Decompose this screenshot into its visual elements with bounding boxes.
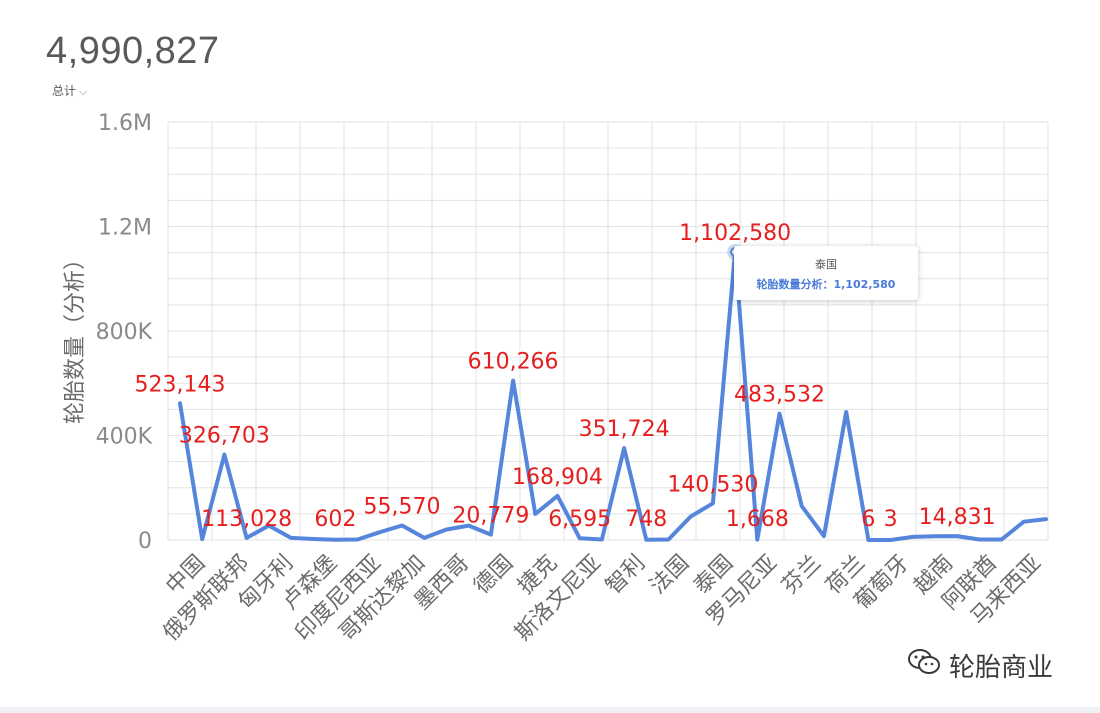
data-label: 140,530 — [667, 472, 758, 497]
series-line — [178, 250, 1048, 542]
data-label: 610,266 — [468, 350, 559, 375]
data-label: 523,143 — [135, 372, 226, 397]
wechat-icon — [907, 648, 941, 683]
data-labels: 523,143 326,703 113,028 602 55,570 20,779 610,… — [135, 221, 996, 532]
y-tick-label: 800K — [96, 320, 153, 345]
chevron-down-icon: ⌵ — [79, 85, 88, 98]
y-axis-ticks: 0 400K 800K 1.2M 1.6M — [96, 111, 153, 554]
watermark-text: 轮胎商业 — [949, 652, 1054, 683]
x-axis-ticks: 中国俄罗斯联邦匈牙利卢森堡印度尼西亚哥斯达黎加墨西哥德国捷克斯洛文尼亚智利法国泰… — [159, 550, 1046, 645]
tooltip-series-label: 轮胎数量分析： — [756, 278, 834, 291]
x-tick-label: 德国 — [469, 550, 518, 599]
data-label: 113,028 — [201, 507, 292, 532]
tooltip-title: 泰国 — [815, 258, 837, 271]
tooltip-value: 1,102,580 — [833, 278, 896, 291]
data-label: 748 — [625, 507, 667, 532]
data-label: 483,532 — [734, 383, 825, 408]
x-tick-label: 芬兰 — [777, 550, 826, 599]
data-label: 1,668 — [726, 507, 789, 532]
y-axis-label: 轮胎数量（分析） — [63, 248, 88, 424]
data-label: 6,595 — [548, 507, 611, 532]
x-tick-label: 法国 — [645, 550, 694, 599]
data-label: 326,703 — [179, 424, 270, 449]
data-label: 6 — [861, 507, 875, 532]
data-label: 351,724 — [579, 417, 670, 442]
data-label: 3 — [884, 507, 898, 532]
data-label: 602 — [314, 507, 356, 532]
watermark: 轮胎商业 — [907, 645, 1053, 685]
y-tick-label: 1.2M — [98, 216, 152, 241]
data-label: 168,904 — [512, 465, 603, 490]
data-label: 20,779 — [452, 504, 529, 529]
y-tick-label: 400K — [96, 425, 153, 450]
chart-grid — [167, 121, 1049, 541]
tooltip-value-line: 轮胎数量分析：1,102,580 — [734, 276, 918, 292]
total-value: 4,990,827 — [46, 30, 220, 72]
total-label: 总计 — [52, 84, 77, 98]
tooltip: 泰国 轮胎数量分析：1,102,580 — [734, 246, 918, 300]
data-label: 1,102,580 — [679, 221, 791, 246]
data-label: 14,831 — [919, 505, 996, 530]
total-dropdown[interactable]: 总计 ⌵ — [52, 82, 87, 99]
x-tick-label: 智利 — [601, 550, 650, 599]
y-tick-label: 0 — [138, 529, 152, 554]
y-tick-label: 1.6M — [98, 111, 152, 136]
data-label: 55,570 — [364, 494, 441, 519]
